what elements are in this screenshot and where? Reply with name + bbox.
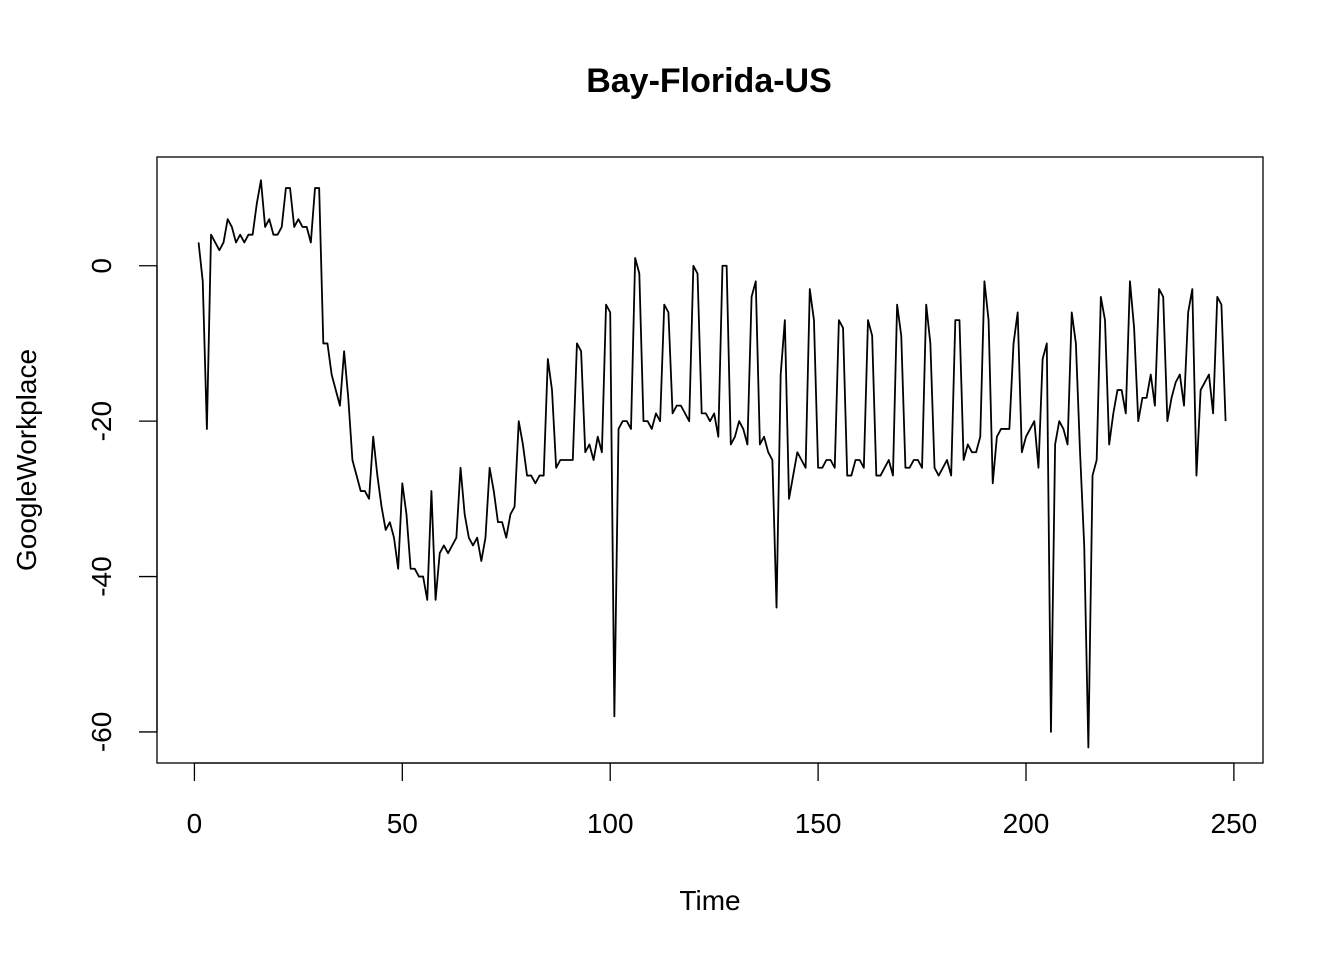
x-tick-label: 150 (795, 808, 842, 839)
x-tick-label: 250 (1211, 808, 1258, 839)
x-tick-label: 200 (1003, 808, 1050, 839)
y-tick-label: -40 (86, 556, 117, 596)
y-axis-label: GoogleWorkplace (11, 349, 42, 571)
y-tick-label: -60 (86, 712, 117, 752)
x-tick-label: 0 (187, 808, 203, 839)
x-axis: 0 50 100 150 200 250 (187, 762, 1258, 839)
x-tick-label: 50 (387, 808, 418, 839)
series-line (197, 179, 1227, 749)
x-tick-label: 100 (587, 808, 634, 839)
y-tick-label: -20 (86, 401, 117, 441)
y-axis: -60 -40 -20 0 (86, 258, 158, 752)
x-axis-label: Time (679, 885, 740, 916)
y-tick-label: 0 (86, 258, 117, 274)
chart-title: Bay-Florida-US (586, 62, 832, 100)
